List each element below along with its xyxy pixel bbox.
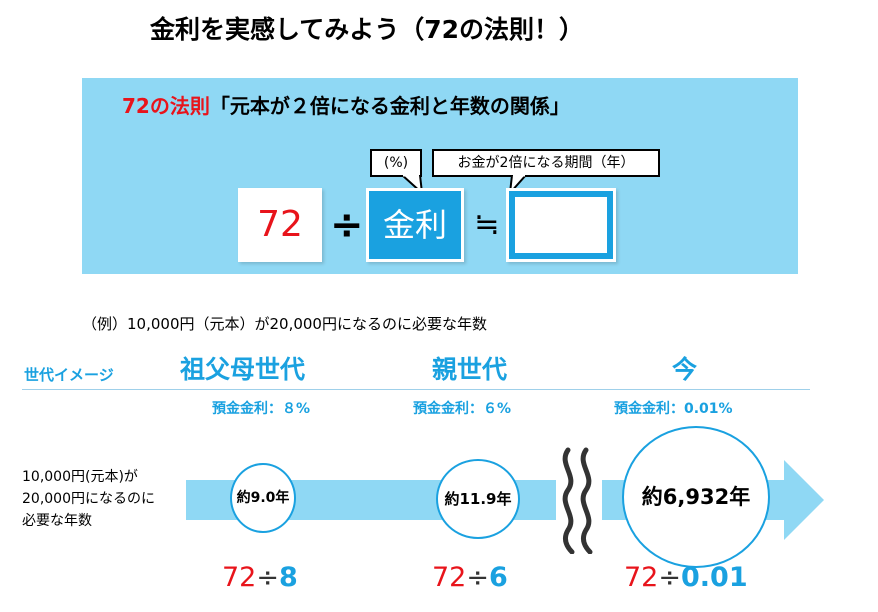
rate-label-grandparents: 預金金利：８%	[212, 401, 311, 417]
calc-numerator: 72	[222, 562, 257, 593]
years-box	[506, 188, 616, 262]
rule-heading: 72の法則「元本が２倍になる金利と年数の関係」	[122, 90, 570, 119]
years-note-line: 必要な年数	[22, 513, 92, 529]
years-box-frame	[509, 191, 613, 259]
divide-sign: ÷	[330, 202, 364, 248]
time-break-icon	[556, 446, 602, 554]
calc-grandparents: 72÷8	[222, 562, 298, 593]
years-circle-grandparents: 約9.0年	[230, 463, 296, 533]
rate-box: 金利	[366, 188, 464, 262]
calc-numerator: 72	[432, 562, 467, 593]
generation-label: 世代イメージ	[24, 366, 114, 384]
calc-numerator: 72	[624, 562, 659, 593]
rule-name: 72の法則	[122, 94, 210, 118]
years-box-blank	[515, 197, 607, 253]
calc-now: 72÷0.01	[624, 562, 748, 593]
years-note-line: 20,000円になるのに	[22, 491, 155, 507]
generation-divider	[22, 389, 810, 390]
rate-label-now: 預金金利：0.01%	[614, 401, 733, 417]
calc-rate: 0.01	[680, 562, 748, 593]
years-circle-now: 約6,932年	[622, 426, 770, 568]
calc-divide: ÷	[256, 562, 279, 593]
years-note-line: 10,000円(元本)が	[22, 469, 138, 485]
rule-description: 「元本が２倍になる金利と年数の関係」	[209, 94, 570, 118]
calc-parents: 72÷6	[432, 562, 508, 593]
rate-label-parents: 預金金利：６%	[413, 401, 512, 417]
calc-divide: ÷	[658, 562, 681, 593]
rate-box-label: 金利	[369, 191, 461, 259]
calc-divide: ÷	[466, 562, 489, 593]
example-text: （例）10,000円（元本）が20,000円になるのに必要な年数	[82, 315, 487, 333]
formula-panel: 72の法則「元本が２倍になる金利と年数の関係」 (%) お金が2倍になる期間（年…	[82, 78, 798, 274]
percent-callout: (%)	[370, 149, 422, 177]
period-callout: お金が2倍になる期間（年）	[432, 149, 660, 177]
calc-rate: 6	[488, 562, 508, 593]
generation-parents: 親世代	[432, 355, 508, 384]
generation-grandparents: 祖父母世代	[180, 355, 306, 384]
page-title: 金利を実感してみよう（72の法則！）	[150, 15, 585, 44]
calc-rate: 8	[278, 562, 298, 593]
generation-now: 今	[672, 355, 698, 384]
approx-sign: ≒	[474, 207, 500, 242]
numerator-box: 72	[238, 188, 322, 262]
years-note: 10,000円(元本)が 20,000円になるのに 必要な年数	[22, 466, 155, 532]
years-circle-parents: 約11.9年	[436, 459, 520, 539]
